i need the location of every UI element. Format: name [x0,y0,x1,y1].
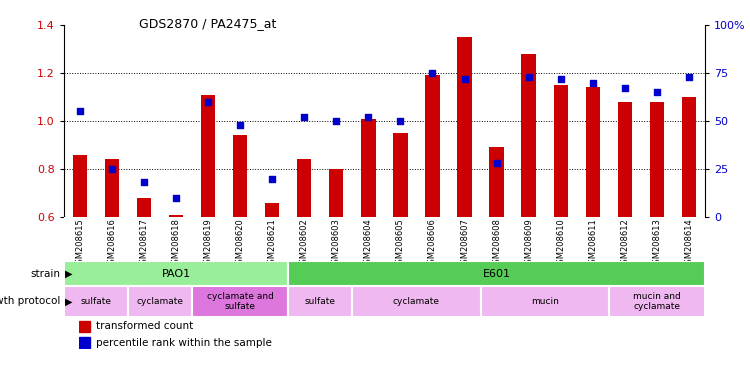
Bar [73,155,87,217]
Bar [128,286,192,317]
Point [266,175,278,182]
Bar [288,286,352,317]
Text: growth protocol: growth protocol [0,296,60,306]
Point [106,166,118,172]
Text: cyclamate and
sulfate: cyclamate and sulfate [207,292,274,311]
Text: ▶: ▶ [65,296,73,306]
Point [458,76,470,82]
Text: transformed count: transformed count [96,321,194,331]
Text: mucin: mucin [531,297,559,306]
Bar [362,119,376,217]
Text: GDS2870 / PA2475_at: GDS2870 / PA2475_at [139,17,276,30]
Bar [682,97,696,217]
Text: PAO1: PAO1 [161,268,190,279]
Bar [650,102,664,217]
Point [555,76,567,82]
Text: strain: strain [30,268,60,279]
Point [298,114,310,120]
Text: percentile rank within the sample: percentile rank within the sample [96,338,272,348]
Bar [297,159,311,217]
Bar [352,286,481,317]
Bar [586,88,600,217]
Point [234,122,246,128]
Point [490,160,502,166]
Bar [425,75,439,217]
Bar [288,261,705,286]
Bar [201,94,215,217]
Bar [521,54,536,217]
Text: mucin and
cyclamate: mucin and cyclamate [633,292,681,311]
Bar [490,147,504,217]
Bar [481,286,609,317]
Bar [64,261,288,286]
Bar [64,286,128,317]
Bar [554,85,568,217]
Point [394,118,406,124]
Point [74,108,86,114]
Bar [105,159,119,217]
Point [586,79,598,86]
Bar [393,133,407,217]
Text: ▶: ▶ [65,268,73,279]
Bar [609,286,705,317]
Bar [79,337,90,348]
Bar [618,102,632,217]
Bar [192,286,288,317]
Bar [136,198,151,217]
Bar [329,169,344,217]
Text: cyclamate: cyclamate [136,297,184,306]
Point [138,179,150,185]
Point [330,118,342,124]
Point [523,74,535,80]
Point [427,70,439,76]
Point [170,195,182,201]
Text: cyclamate: cyclamate [393,297,440,306]
Text: sulfate: sulfate [80,297,111,306]
Bar [79,321,90,332]
Point [651,89,663,95]
Point [683,74,695,80]
Bar [169,215,183,217]
Bar [265,203,279,217]
Point [362,114,374,120]
Bar [458,37,472,217]
Text: sulfate: sulfate [304,297,336,306]
Bar [233,136,248,217]
Point [619,85,631,91]
Text: E601: E601 [482,268,511,279]
Point [202,99,214,105]
